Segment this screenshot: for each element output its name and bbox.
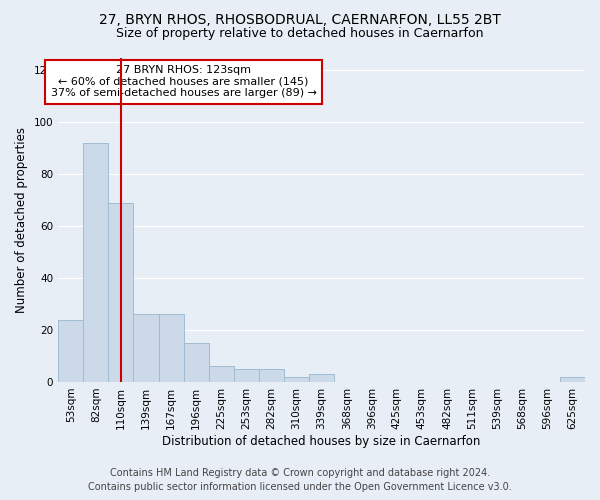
Y-axis label: Number of detached properties: Number of detached properties — [15, 126, 28, 312]
Bar — [184, 343, 209, 382]
Text: Contains HM Land Registry data © Crown copyright and database right 2024.
Contai: Contains HM Land Registry data © Crown c… — [88, 468, 512, 492]
Bar — [309, 374, 334, 382]
Bar — [259, 369, 284, 382]
Bar — [209, 366, 234, 382]
Bar — [158, 314, 184, 382]
Bar — [58, 320, 83, 382]
Text: 27 BRYN RHOS: 123sqm
← 60% of detached houses are smaller (145)
37% of semi-deta: 27 BRYN RHOS: 123sqm ← 60% of detached h… — [50, 66, 317, 98]
Bar — [284, 377, 309, 382]
Text: Size of property relative to detached houses in Caernarfon: Size of property relative to detached ho… — [116, 28, 484, 40]
Bar — [83, 143, 109, 382]
Text: 27, BRYN RHOS, RHOSBODRUAL, CAERNARFON, LL55 2BT: 27, BRYN RHOS, RHOSBODRUAL, CAERNARFON, … — [99, 12, 501, 26]
Bar — [234, 369, 259, 382]
Bar — [560, 377, 585, 382]
X-axis label: Distribution of detached houses by size in Caernarfon: Distribution of detached houses by size … — [163, 434, 481, 448]
Bar — [109, 203, 133, 382]
Bar — [133, 314, 158, 382]
